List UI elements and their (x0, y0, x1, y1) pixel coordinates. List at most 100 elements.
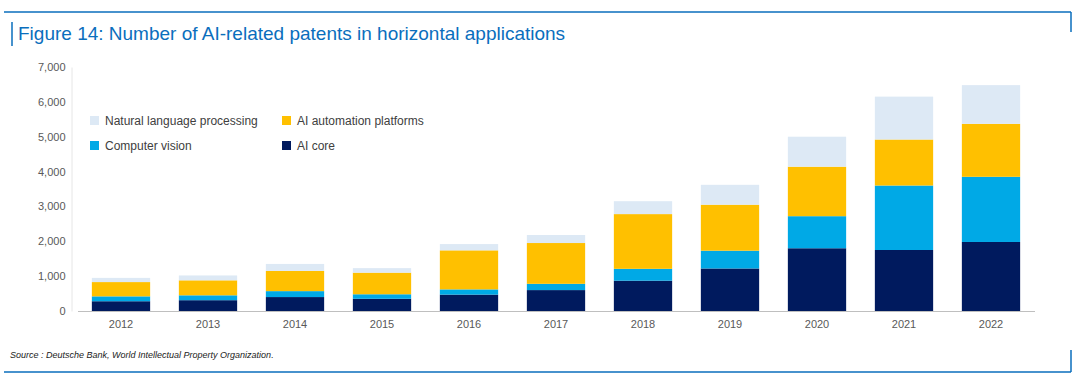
bar (353, 294, 411, 299)
bar (266, 291, 324, 297)
bar (788, 248, 846, 311)
bar (701, 205, 759, 251)
bar (527, 243, 585, 284)
x-tick-label: 2014 (283, 318, 307, 330)
x-axis: 2012 2013 2014 2015 2016 2017 2018 2019 2020 2021… (78, 311, 1035, 330)
bar (614, 214, 672, 269)
bar (266, 264, 324, 271)
bar (353, 299, 411, 311)
y-tick-label: 2,000 (38, 235, 66, 247)
bar (788, 167, 846, 216)
frame-line (4, 11, 1071, 13)
y-tick: 1,000 (38, 270, 72, 282)
series-bars (92, 177, 1020, 301)
y-tick: 0 (59, 305, 71, 317)
legend-swatch (90, 116, 99, 125)
bar (440, 289, 498, 294)
y-tick-label: 3,000 (38, 200, 66, 212)
x-tick: 2017 (544, 311, 568, 330)
y-tick-label: 1,000 (38, 270, 66, 282)
y-tick-label: 6,000 (38, 96, 66, 108)
bar (614, 201, 672, 214)
legend-item: Natural language processing (90, 114, 258, 128)
x-tick-label: 2021 (892, 318, 916, 330)
bar (614, 281, 672, 311)
x-tick-label: 2022 (979, 318, 1003, 330)
frame-line (11, 22, 13, 46)
bar (527, 290, 585, 311)
bar (440, 295, 498, 311)
x-tick: 2018 (631, 311, 655, 330)
y-tick-label: 7,000 (38, 61, 66, 73)
bar (527, 284, 585, 290)
x-tick-label: 2013 (196, 318, 220, 330)
y-tick: 2,000 (38, 235, 72, 247)
bar (353, 273, 411, 295)
series-bars (92, 124, 1020, 297)
x-tick: 2016 (457, 311, 481, 330)
legend: Natural language processing AI automation… (90, 114, 424, 153)
bar (440, 250, 498, 289)
bar (875, 250, 933, 311)
bar (875, 186, 933, 250)
frame-line (4, 371, 1071, 373)
bar (92, 278, 150, 282)
bar (875, 97, 933, 140)
x-axis-line (78, 311, 1035, 312)
bar (614, 269, 672, 281)
y-tick-label: 4,000 (38, 166, 66, 178)
x-tick: 2020 (805, 311, 829, 330)
bar (701, 185, 759, 205)
bar (92, 296, 150, 301)
bar (527, 235, 585, 243)
x-tick: 2015 (370, 311, 394, 330)
bar (179, 280, 237, 295)
y-tick: 6,000 (38, 96, 72, 108)
legend-item: AI core (282, 139, 335, 153)
bar (353, 268, 411, 273)
y-tick: 7,000 (38, 61, 72, 73)
x-tick-label: 2015 (370, 318, 394, 330)
legend-item: AI automation platforms (282, 114, 424, 128)
bar (875, 140, 933, 186)
series-bars (92, 85, 1020, 282)
bar (179, 300, 237, 311)
x-tick: 2019 (718, 311, 742, 330)
bar (92, 301, 150, 311)
bar (788, 137, 846, 167)
bar (266, 297, 324, 311)
frame-line (1070, 12, 1072, 32)
y-tick: 5,000 (38, 131, 72, 143)
x-tick-label: 2012 (109, 318, 133, 330)
y-axis: 0 1,000 2,000 3,000 4,000 5,000 6,000 7,000 (38, 61, 72, 317)
x-tick: 2014 (283, 311, 307, 330)
bar (266, 271, 324, 291)
x-tick: 2013 (196, 311, 220, 330)
bar (962, 242, 1020, 311)
source-note: Source : Deutsche Bank, World Intellectu… (10, 350, 274, 360)
bar (179, 295, 237, 300)
legend-swatch (282, 141, 291, 150)
x-tick: 2012 (109, 311, 133, 330)
x-tick-label: 2019 (718, 318, 742, 330)
bar (962, 85, 1020, 124)
x-tick-label: 2020 (805, 318, 829, 330)
bar (179, 275, 237, 280)
legend-label: AI automation platforms (297, 114, 424, 128)
y-tick: 3,000 (38, 200, 72, 212)
y-tick-label: 5,000 (38, 131, 66, 143)
bar (788, 216, 846, 248)
bar (701, 268, 759, 311)
y-tick-label: 0 (59, 305, 65, 317)
y-tick: 4,000 (38, 166, 72, 178)
legend-label: Natural language processing (105, 114, 258, 128)
bar (92, 282, 150, 296)
legend-label: Computer vision (105, 139, 192, 153)
y-axis-line (72, 68, 73, 312)
bar (962, 124, 1020, 177)
bar (440, 244, 498, 250)
legend-swatch (90, 141, 99, 150)
x-tick: 2022 (979, 311, 1003, 330)
frame-line (1070, 350, 1072, 372)
bar (962, 177, 1020, 242)
